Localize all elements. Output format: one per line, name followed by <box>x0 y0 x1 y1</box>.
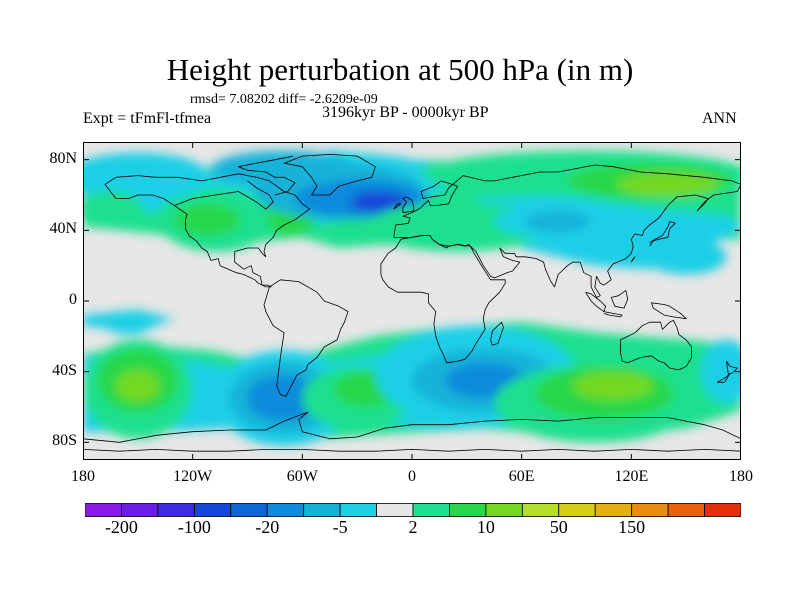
colorbar-swatch-13 <box>558 503 596 517</box>
field-contour-7 <box>211 150 358 187</box>
coastline-17 <box>726 360 738 374</box>
rmsd-diff-stats: rmsd= 7.08202 diff= -2.6209e-09 <box>190 92 378 107</box>
field-contour-15 <box>83 191 144 227</box>
coastline-4 <box>620 319 692 371</box>
coastline-12 <box>585 291 607 313</box>
colorbar-label-2: -20 <box>255 517 280 537</box>
colorbar-label-6: 50 <box>549 517 568 537</box>
field-contour-22 <box>247 375 321 422</box>
coastline-19 <box>83 411 741 443</box>
coastline-2 <box>393 164 741 298</box>
x-tick-label-0: 180 <box>71 468 95 485</box>
map-plot <box>83 142 741 460</box>
coastline-9 <box>393 203 402 210</box>
field-contour-30 <box>572 371 654 400</box>
field-contour-1 <box>174 203 241 236</box>
coastline-7 <box>237 155 296 196</box>
colorbar-swatch-5 <box>266 503 305 517</box>
y-tick-label-0: 80N <box>49 149 77 167</box>
colorbar-swatch-4 <box>230 503 268 517</box>
colorbar-label-1: -100 <box>177 517 211 537</box>
y-tick-label-4: 80S <box>52 432 77 450</box>
coastline-10 <box>649 221 676 247</box>
coastlines <box>83 153 741 452</box>
axis-ticks <box>83 142 741 460</box>
colorbar-swatch-7 <box>339 503 377 517</box>
x-tick-label-5: 120E <box>614 468 649 485</box>
field-contour-13 <box>525 210 592 233</box>
coastline-5 <box>283 153 376 196</box>
colorbar-swatch-8 <box>376 503 414 517</box>
coastline-16 <box>490 321 504 346</box>
field-contour-14 <box>646 239 727 275</box>
x-tick-label-3: 0 <box>408 468 416 485</box>
field-contour-5 <box>349 191 409 213</box>
season-label: ANN <box>702 110 737 127</box>
colorbar-label-3: -5 <box>332 517 348 537</box>
colorbar-swatch-1 <box>121 503 159 517</box>
x-tick-label-1: 120W <box>173 468 213 485</box>
y-tick-label-3: 40S <box>52 361 77 379</box>
y-tick-label-2: 0 <box>69 291 77 308</box>
colorbar-swatch-15 <box>631 503 669 517</box>
colorbar-swatch-2 <box>157 503 195 517</box>
colorbar-swatch-6 <box>303 503 341 517</box>
chart-title: Height perturbation at 500 hPa (in m) <box>166 52 634 87</box>
period-label: 3196kyr BP - 0000kyr BP <box>322 104 489 121</box>
x-tick-label-6: 180 <box>729 468 753 485</box>
colorbar-swatch-17 <box>704 503 741 517</box>
coastline-0 <box>104 173 311 288</box>
x-tick-label-4: 60E <box>508 468 535 485</box>
colorbar-swatch-10 <box>449 503 487 517</box>
coastline-15 <box>651 302 687 320</box>
coastline-8 <box>402 196 415 214</box>
colorbar-swatch-12 <box>521 503 560 517</box>
field-contour-31 <box>700 339 741 404</box>
colorbar-label-5: 10 <box>476 517 495 537</box>
colorbar <box>85 503 741 517</box>
coastline-13 <box>603 311 623 318</box>
colorbar-swatch-14 <box>594 503 633 517</box>
colorbar-swatch-9 <box>412 503 450 517</box>
height-field <box>83 150 741 446</box>
experiment-label: Expt = tFmFl-tfmea <box>83 110 212 127</box>
coastline-20 <box>83 448 741 452</box>
colorbar-swatch-16 <box>667 503 705 517</box>
field-contour-10 <box>616 172 720 197</box>
colorbar-label-0: -200 <box>104 517 138 537</box>
field-contour-16 <box>106 316 151 335</box>
colorbar-swatch-11 <box>485 503 523 517</box>
field-contour-19 <box>115 369 160 402</box>
colorbar-swatch-0 <box>85 503 122 517</box>
coastline-18 <box>717 372 731 383</box>
y-tick-label-1: 40N <box>49 220 77 238</box>
coastline-6 <box>174 180 274 210</box>
coastline-14 <box>610 289 629 309</box>
colorbar-swatch-3 <box>193 503 232 517</box>
coastline-1 <box>263 279 349 397</box>
coastline-11 <box>630 256 636 263</box>
colorbar-label-7: 150 <box>618 517 646 537</box>
field-contour-6 <box>83 152 211 202</box>
coastline-3 <box>380 235 506 364</box>
colorbar-label-4: 2 <box>408 517 418 537</box>
x-tick-label-2: 60W <box>286 468 318 485</box>
